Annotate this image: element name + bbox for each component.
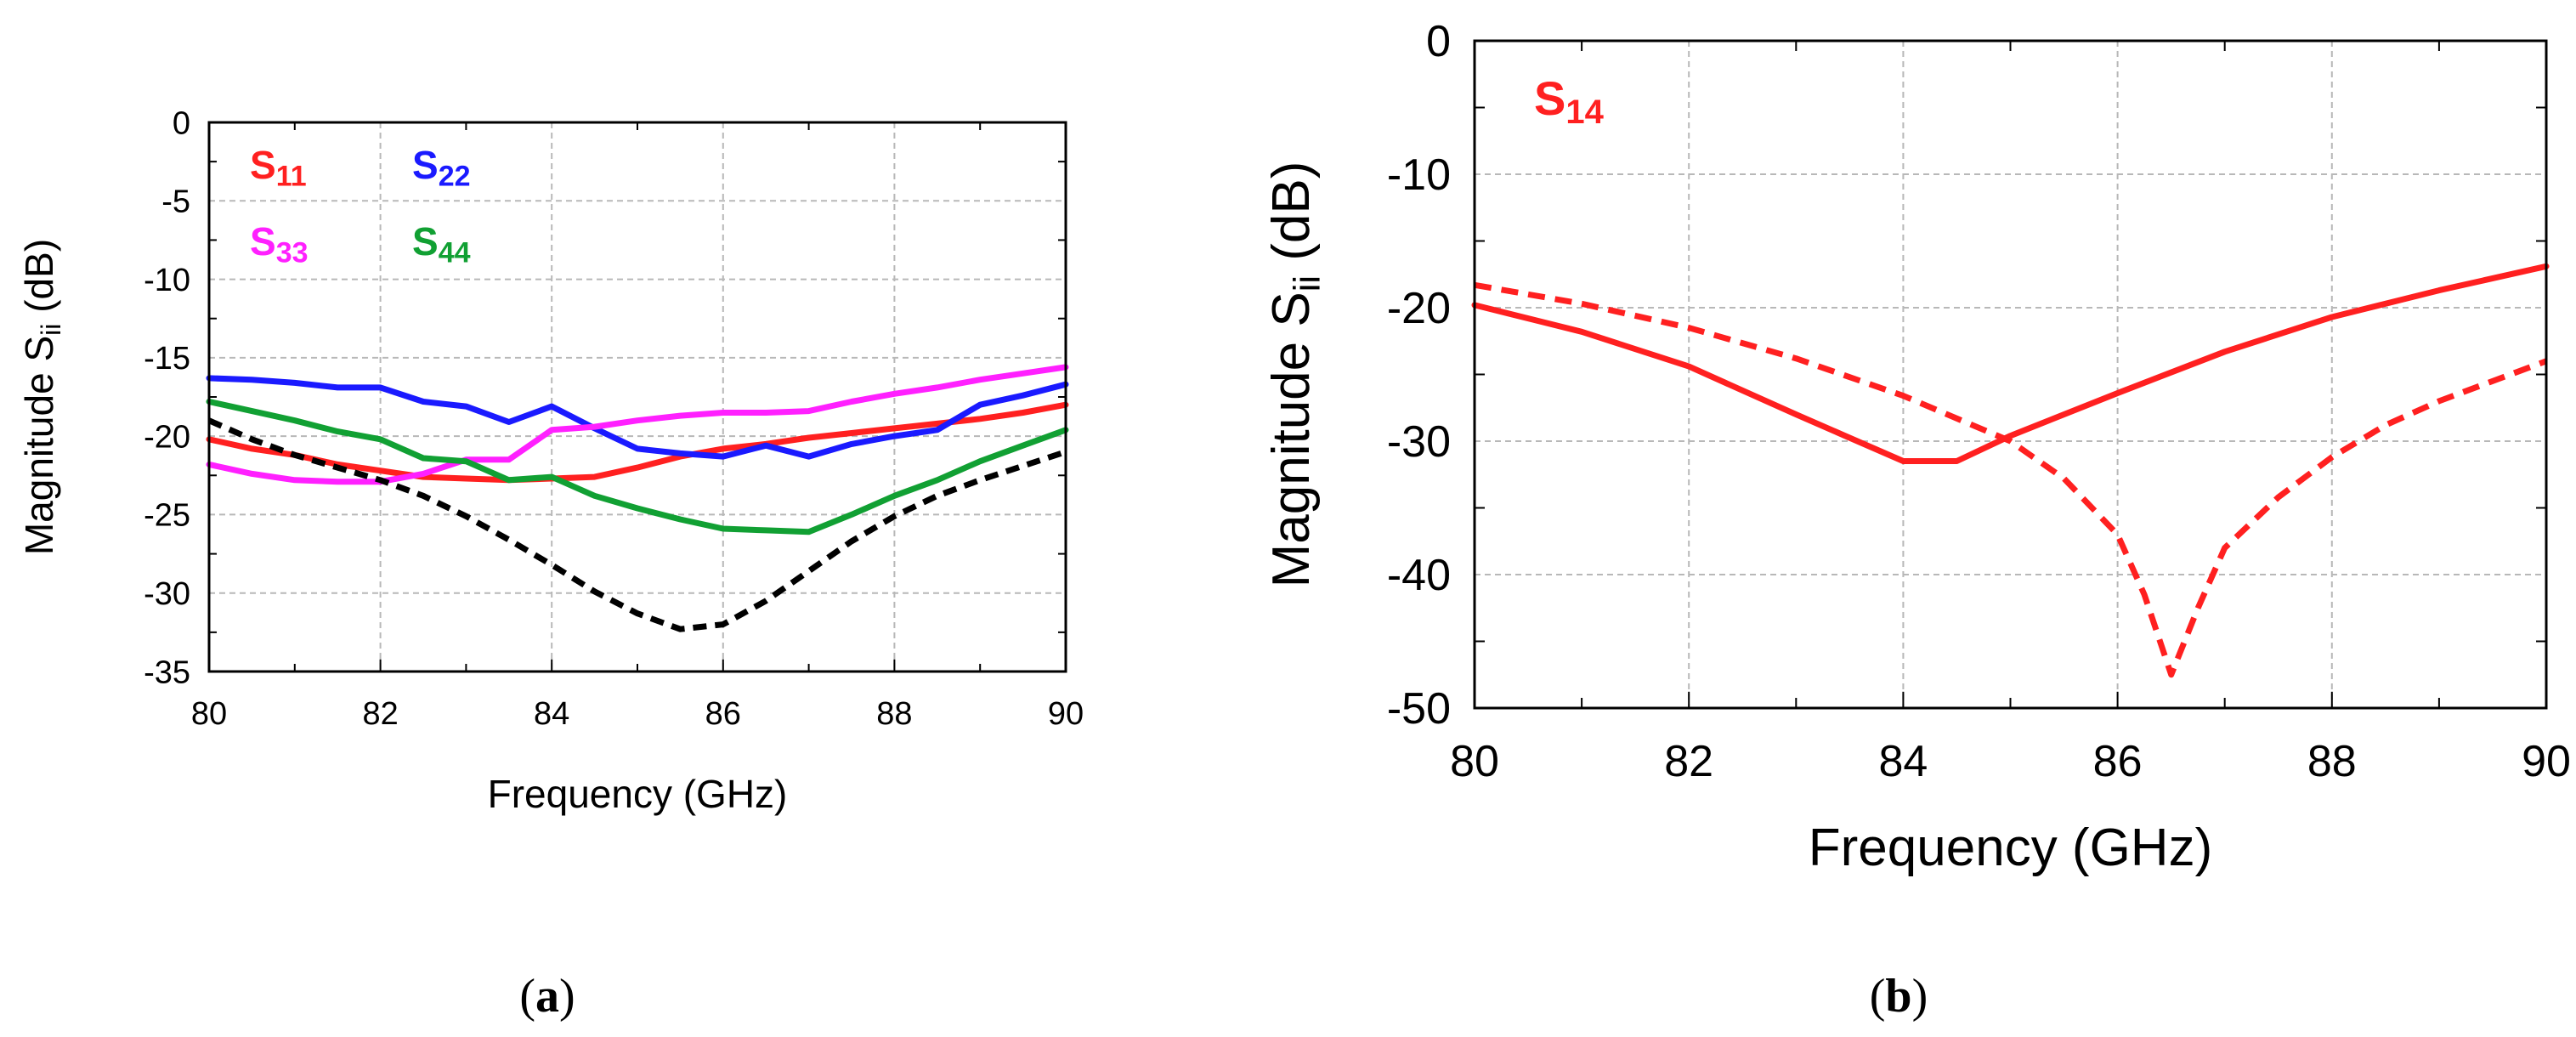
x-tick-label: 84: [1878, 737, 1928, 786]
legend-label-subscript: 22: [439, 160, 471, 192]
x-tick-label: 82: [1664, 737, 1713, 786]
y-tick-label: -30: [1387, 417, 1451, 467]
y-axis-label: Magnitude Sii (dB): [17, 239, 66, 555]
x-tick-label: 88: [2307, 737, 2357, 786]
chart-b: 80 82 84 86 88 90 0 -10 -20 -30 -40 -50 Frequency (G…: [1262, 17, 2571, 1023]
x-tick-label: 88: [876, 696, 912, 732]
y-tick-label: -25: [144, 498, 190, 534]
y-tick-label: -30: [144, 576, 190, 612]
x-tick-label: 80: [1450, 737, 1499, 786]
plot-frame-b: [1473, 39, 2548, 710]
plot-frame-a: [207, 121, 1067, 673]
series-line-reference-dashed-: [207, 417, 1067, 632]
legend-label-subscript: 11: [276, 160, 307, 192]
legend-label-s33: S33: [250, 219, 309, 269]
x-tick-label: 90: [2522, 737, 2571, 786]
x-tick-label: 86: [705, 696, 741, 732]
panel-label-open-paren: (: [519, 970, 535, 1023]
y-tick-label: -10: [1387, 150, 1451, 200]
y-tick-label: 0: [1426, 17, 1451, 66]
x-tick-label: 90: [1048, 696, 1084, 732]
panel-label-a: (a): [519, 970, 575, 1023]
panel-label-close-paren: ): [559, 970, 575, 1023]
series-line-s33: [206, 364, 1069, 485]
x-tick-label: 84: [534, 696, 569, 732]
y-tick-label: 0: [173, 105, 190, 141]
x-axis-label: Frequency (GHz): [1809, 819, 2212, 877]
panel-label-close-paren: ): [1912, 970, 1928, 1023]
legend-label-s44: S44: [412, 219, 471, 269]
series-line-s14-dashed-: [1474, 281, 2548, 678]
y-axis-label-subscript: ii: [36, 324, 66, 336]
legend-label-s14: S14: [1534, 71, 1605, 131]
legend-label-main: S: [250, 143, 276, 187]
y-tick-label: -20: [144, 419, 190, 455]
y-tick-label: -15: [144, 341, 190, 377]
series-line-s14: [1471, 263, 2550, 464]
x-tick-label: 80: [191, 696, 227, 732]
y-tick-label: -5: [161, 184, 190, 220]
series-line-s22: [206, 375, 1069, 460]
legend-label-main: S: [250, 219, 276, 264]
legend-label-main: S: [412, 219, 439, 264]
y-tick-label: -40: [1387, 551, 1451, 600]
y-tick-label: -35: [144, 654, 190, 690]
y-axis-label-unit: (dB): [1262, 162, 1321, 275]
series-line-s44: [206, 399, 1069, 536]
panel-label-open-paren: (: [1870, 970, 1886, 1023]
x-tick-label: 86: [2093, 737, 2143, 786]
series-line-s11: [206, 401, 1069, 484]
x-axis-label: Frequency (GHz): [488, 772, 788, 816]
panel-label-letter: a: [535, 970, 559, 1023]
y-tick-label: -50: [1387, 684, 1451, 734]
y-tick-label: -10: [144, 263, 190, 298]
y-axis-label-unit: (dB): [17, 239, 61, 324]
panel-label-b: (b): [1870, 970, 1928, 1023]
plot-area-a: [209, 122, 1066, 672]
y-tick-label: -20: [1387, 284, 1451, 333]
y-axis-label-main: Magnitude S: [1262, 292, 1321, 587]
y-axis-label-main: Magnitude S: [17, 336, 61, 555]
panel-label-letter: b: [1885, 970, 1911, 1023]
x-tick-label: 82: [362, 696, 398, 732]
legend-label-subscript: 33: [276, 236, 309, 269]
legend-label-s11: S11: [250, 143, 307, 192]
legend-label-subscript: 14: [1565, 94, 1604, 131]
legend-label-main: S: [412, 143, 439, 187]
chart-a: 80 82 84 86 88 90 0 -5 -10 -15 -20 -25 -30 -35 Frequen…: [17, 105, 1084, 1023]
y-axis-label: Magnitude Sii (dB): [1262, 162, 1328, 588]
legend-label-subscript: 44: [439, 236, 471, 269]
plot-area-b: [1475, 41, 2546, 708]
legend-label-s22: S22: [412, 143, 471, 192]
legend-label-main: S: [1534, 71, 1565, 125]
y-axis-label-subscript: ii: [1287, 275, 1328, 292]
